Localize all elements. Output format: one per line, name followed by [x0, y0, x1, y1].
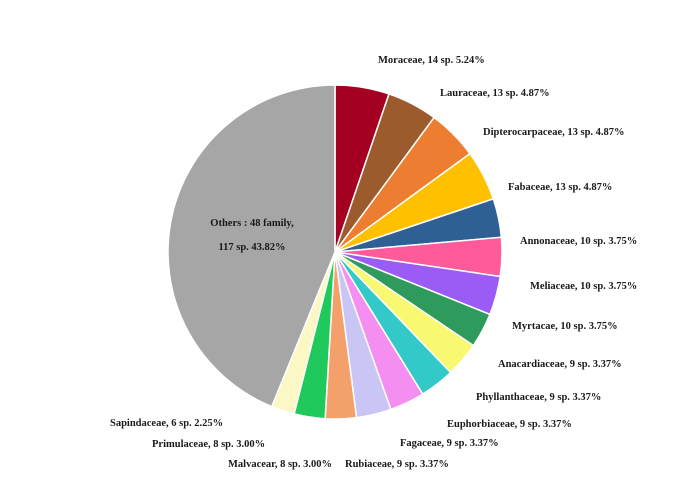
pie-label-meliaceae: Meliaceae, 10 sp. 3.75% [530, 281, 637, 292]
pie-label-phyllanthaceae: Phyllanthaceae, 9 sp. 3.37% [476, 392, 601, 403]
pie-label-others-line2: 117 sp. 43.82% [218, 242, 285, 253]
pie-label-moraceae: Moraceae, 14 sp. 5.24% [378, 55, 485, 66]
pie-label-anacardiaceae: Anacardiaceae, 9 sp. 3.37% [498, 359, 622, 370]
pie-labels: Moraceae, 14 sp. 5.24% Lauraceae, 13 sp. … [110, 55, 637, 470]
pie-label-fagaceae: Fagaceae, 9 sp. 3.37% [400, 438, 499, 449]
pie-label-fabaceae: Fabaceae, 13 sp. 4.87% [508, 182, 612, 193]
pie-label-lauraceae: Lauraceae, 13 sp. 4.87% [440, 88, 550, 99]
pie-label-rubiaceae: Rubiaceae, 9 sp. 3.37% [345, 459, 449, 470]
pie-label-malvacear: Malvacear, 8 sp. 3.00% [228, 459, 332, 470]
pie-label-euphorbiaceae: Euphorbiaceae, 9 sp. 3.37% [447, 419, 572, 430]
pie-label-dipterocarpaceae: Dipterocarpaceae, 13 sp. 4.87% [483, 127, 625, 138]
pie-label-sapindaceae: Sapindaceae, 6 sp. 2.25% [110, 418, 223, 429]
pie-label-myrtacae: Myrtacae, 10 sp. 3.75% [512, 321, 618, 332]
pie-label-annonaceae: Annonaceae, 10 sp. 3.75% [520, 236, 637, 247]
pie-slice-others [167, 84, 336, 408]
pie-slices [167, 84, 503, 420]
pie-label-others: Others : 48 family, [210, 218, 294, 229]
pie-label-primulaceae: Primulaceae, 8 sp. 3.00% [152, 439, 265, 450]
